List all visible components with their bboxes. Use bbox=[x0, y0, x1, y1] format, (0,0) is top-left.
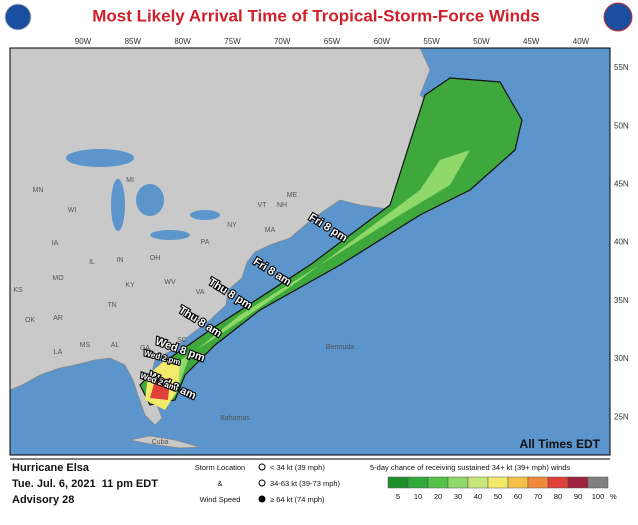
lat-label: 50N bbox=[614, 121, 629, 130]
scale-swatch bbox=[567, 476, 589, 489]
lake-superior bbox=[66, 149, 134, 167]
lat-label: 25N bbox=[614, 412, 629, 421]
lon-label: 75W bbox=[224, 37, 241, 46]
region-label: MS bbox=[80, 342, 91, 349]
place-label: Bermuda bbox=[326, 344, 355, 351]
region-label: IA bbox=[52, 240, 59, 247]
region-label: VT bbox=[258, 202, 268, 209]
region-label: SC bbox=[177, 337, 187, 344]
lat-label: 35N bbox=[614, 296, 629, 305]
scale-label: 40 bbox=[474, 492, 482, 501]
lon-label: 90W bbox=[75, 37, 92, 46]
scale-swatch bbox=[487, 476, 509, 489]
lat-label: 30N bbox=[614, 354, 629, 363]
lake-erie bbox=[150, 230, 190, 240]
region-label: GA bbox=[140, 345, 150, 352]
scale-label: 20 bbox=[434, 492, 442, 501]
cuba-land bbox=[129, 435, 201, 449]
advisory: Advisory 28 bbox=[12, 494, 74, 506]
symbol-label: ≥ 64 kt (74 mph) bbox=[270, 495, 325, 504]
map-frame bbox=[9, 47, 611, 456]
scale-label: 5 bbox=[396, 492, 400, 501]
nws-logo bbox=[603, 2, 633, 32]
lake-michigan bbox=[111, 179, 125, 231]
lake-ontario bbox=[190, 210, 220, 220]
symbol-ts bbox=[258, 479, 266, 487]
scale-swatch bbox=[587, 476, 609, 489]
symbol-label: < 34 kt (39 mph) bbox=[270, 463, 325, 472]
lon-label: 80W bbox=[174, 37, 191, 46]
region-label: AR bbox=[53, 315, 63, 322]
noaa-logo bbox=[4, 3, 32, 31]
lakes bbox=[66, 149, 220, 240]
scale-swatch bbox=[447, 476, 469, 489]
cone-highest bbox=[150, 378, 170, 400]
scale-label: 100 bbox=[592, 492, 605, 501]
lon-label: 50W bbox=[473, 37, 490, 46]
region-label: TN bbox=[107, 302, 116, 309]
scale-swatch bbox=[467, 476, 489, 489]
region-label: MI bbox=[126, 177, 134, 184]
legend-amp: & bbox=[217, 479, 222, 488]
region-label: IN bbox=[117, 257, 124, 264]
scale-swatch bbox=[527, 476, 549, 489]
place-label: Bahamas bbox=[220, 415, 250, 422]
region-label: WV bbox=[164, 279, 176, 286]
region-label: VA bbox=[196, 289, 205, 296]
region-label: PA bbox=[201, 239, 210, 246]
scale-label: 10 bbox=[414, 492, 422, 501]
lat-label: 55N bbox=[614, 63, 629, 72]
symbol-hu bbox=[258, 495, 266, 503]
symbol-td bbox=[258, 463, 266, 471]
scale-swatch bbox=[387, 476, 409, 489]
scale-unit: % bbox=[610, 492, 617, 501]
cone-inner bbox=[160, 150, 470, 395]
region-label: WI bbox=[68, 207, 77, 214]
scale-title: 5-day chance of receiving sustained 34+ … bbox=[370, 463, 570, 472]
region-label: AL bbox=[111, 342, 120, 349]
scale-label: 90 bbox=[574, 492, 582, 501]
scale-label: 50 bbox=[494, 492, 502, 501]
region-label: KY bbox=[125, 282, 135, 289]
scale-label: 70 bbox=[534, 492, 542, 501]
region-label: OH bbox=[150, 255, 161, 262]
region-label: NH bbox=[277, 202, 287, 209]
region-label: MO bbox=[52, 275, 64, 282]
scale-label: 60 bbox=[514, 492, 522, 501]
region-label: KS bbox=[13, 287, 23, 294]
region-label: MN bbox=[33, 187, 44, 194]
region-label: ME bbox=[287, 192, 298, 199]
lon-label: 55W bbox=[423, 37, 440, 46]
region-label: IL bbox=[89, 259, 95, 266]
issued: Tue. Jul. 6, 2021 11 pm EDT bbox=[12, 478, 158, 490]
symbol-label: 34-63 kt (39-73 mph) bbox=[270, 479, 341, 488]
scale-swatch bbox=[507, 476, 529, 489]
lon-label: 60W bbox=[374, 37, 391, 46]
region-label: LA bbox=[54, 349, 63, 356]
scale-swatch bbox=[427, 476, 449, 489]
lon-label: 40W bbox=[573, 37, 590, 46]
time-note: All Times EDT bbox=[520, 437, 601, 451]
place-label: Cuba bbox=[152, 439, 169, 446]
lat-label: 40N bbox=[614, 238, 629, 247]
lon-label: 45W bbox=[523, 37, 540, 46]
scale-swatch bbox=[547, 476, 569, 489]
lon-label: 65W bbox=[324, 37, 341, 46]
region-label: NC bbox=[190, 315, 200, 322]
storm-name: Hurricane Elsa bbox=[12, 462, 90, 474]
legend-title: Storm Location bbox=[195, 463, 245, 472]
lon-label: 85W bbox=[125, 37, 142, 46]
title: Most Likely Arrival Time of Tropical-Sto… bbox=[92, 6, 540, 25]
region-label: NY bbox=[227, 222, 237, 229]
lake-huron bbox=[136, 184, 164, 216]
region-label: MA bbox=[265, 227, 276, 234]
scale-label: 80 bbox=[554, 492, 562, 501]
scale-swatch bbox=[407, 476, 429, 489]
region-label: OK bbox=[25, 317, 35, 324]
lon-label: 70W bbox=[274, 37, 291, 46]
lat-label: 45N bbox=[614, 180, 629, 189]
scale-label: 30 bbox=[454, 492, 462, 501]
legend-title: Wind Speed bbox=[200, 495, 241, 504]
